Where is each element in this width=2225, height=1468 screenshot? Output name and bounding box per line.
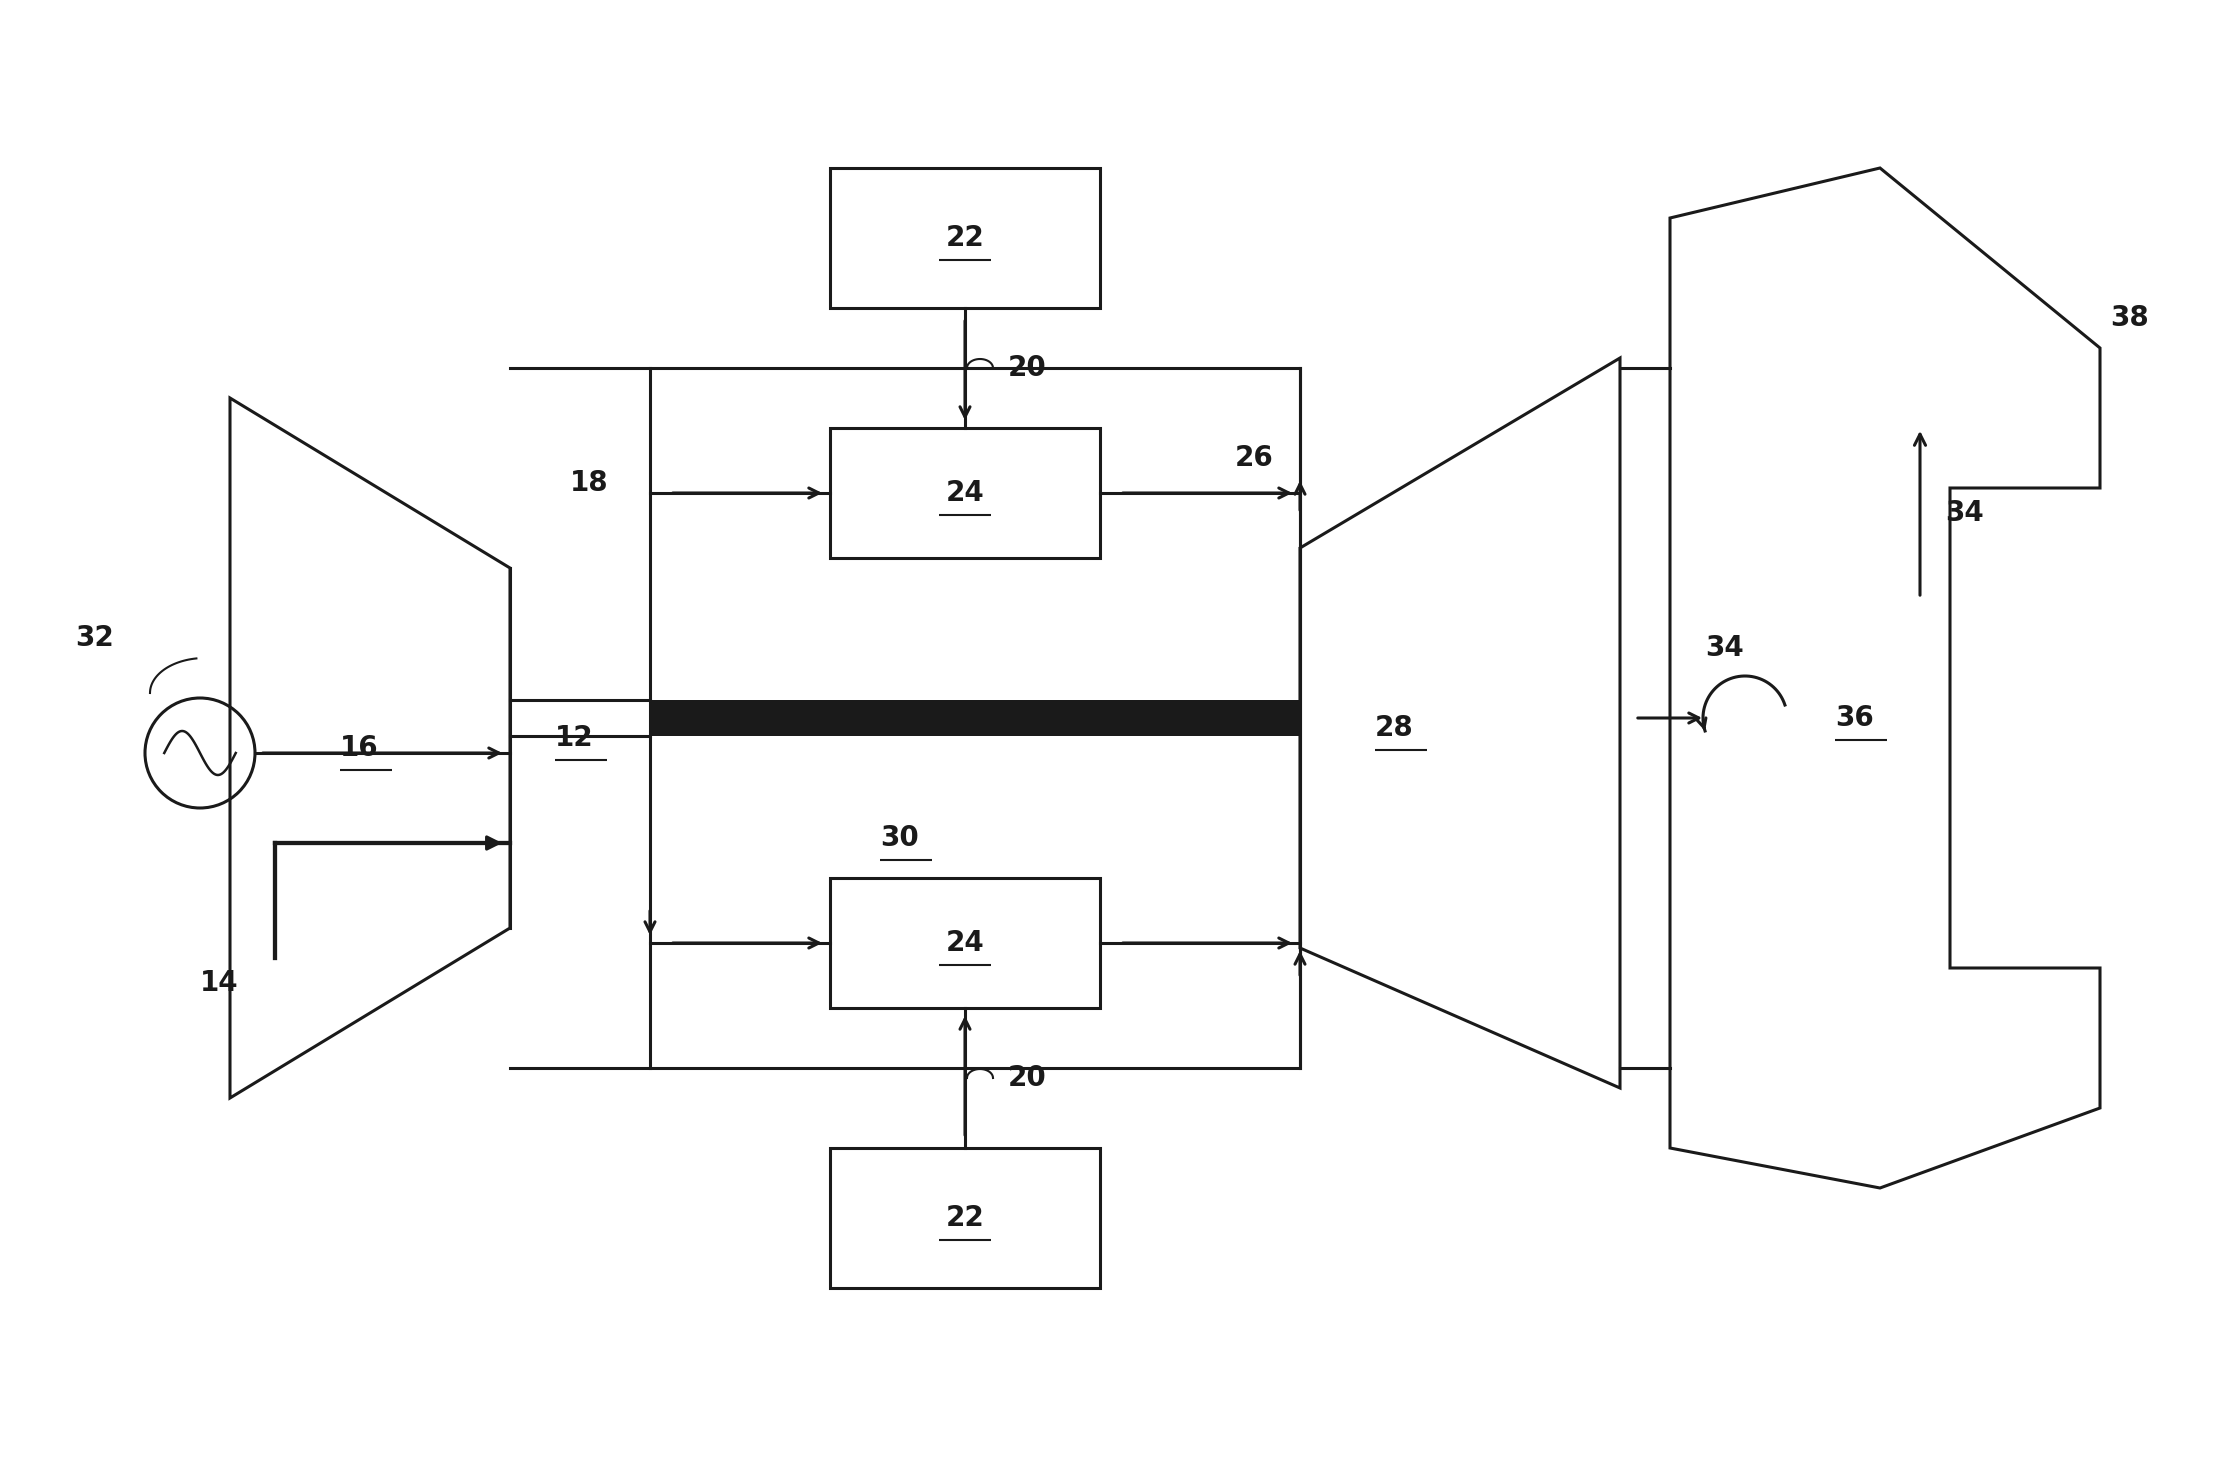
Text: 28: 28 xyxy=(1375,713,1413,741)
Text: 18: 18 xyxy=(570,468,610,498)
Bar xyxy=(830,167,1099,308)
Text: 12: 12 xyxy=(554,724,594,752)
Text: 16: 16 xyxy=(340,734,378,762)
Bar xyxy=(830,429,1099,558)
Text: 38: 38 xyxy=(2109,304,2149,332)
Text: 34: 34 xyxy=(1704,634,1744,662)
Text: 14: 14 xyxy=(200,969,238,997)
Text: 22: 22 xyxy=(946,1204,983,1232)
Text: 34: 34 xyxy=(1945,499,1985,527)
Bar xyxy=(830,1148,1099,1287)
Text: 20: 20 xyxy=(1008,354,1046,382)
Bar xyxy=(830,878,1099,1009)
Text: 26: 26 xyxy=(1235,443,1273,473)
Text: 24: 24 xyxy=(946,929,983,957)
Bar xyxy=(650,700,1299,735)
Text: 30: 30 xyxy=(881,824,919,851)
Text: 36: 36 xyxy=(1836,705,1873,733)
Text: 24: 24 xyxy=(946,479,983,506)
Bar xyxy=(650,368,1299,1069)
Text: 22: 22 xyxy=(946,225,983,252)
Text: 20: 20 xyxy=(1008,1064,1046,1092)
Text: 32: 32 xyxy=(76,624,113,652)
